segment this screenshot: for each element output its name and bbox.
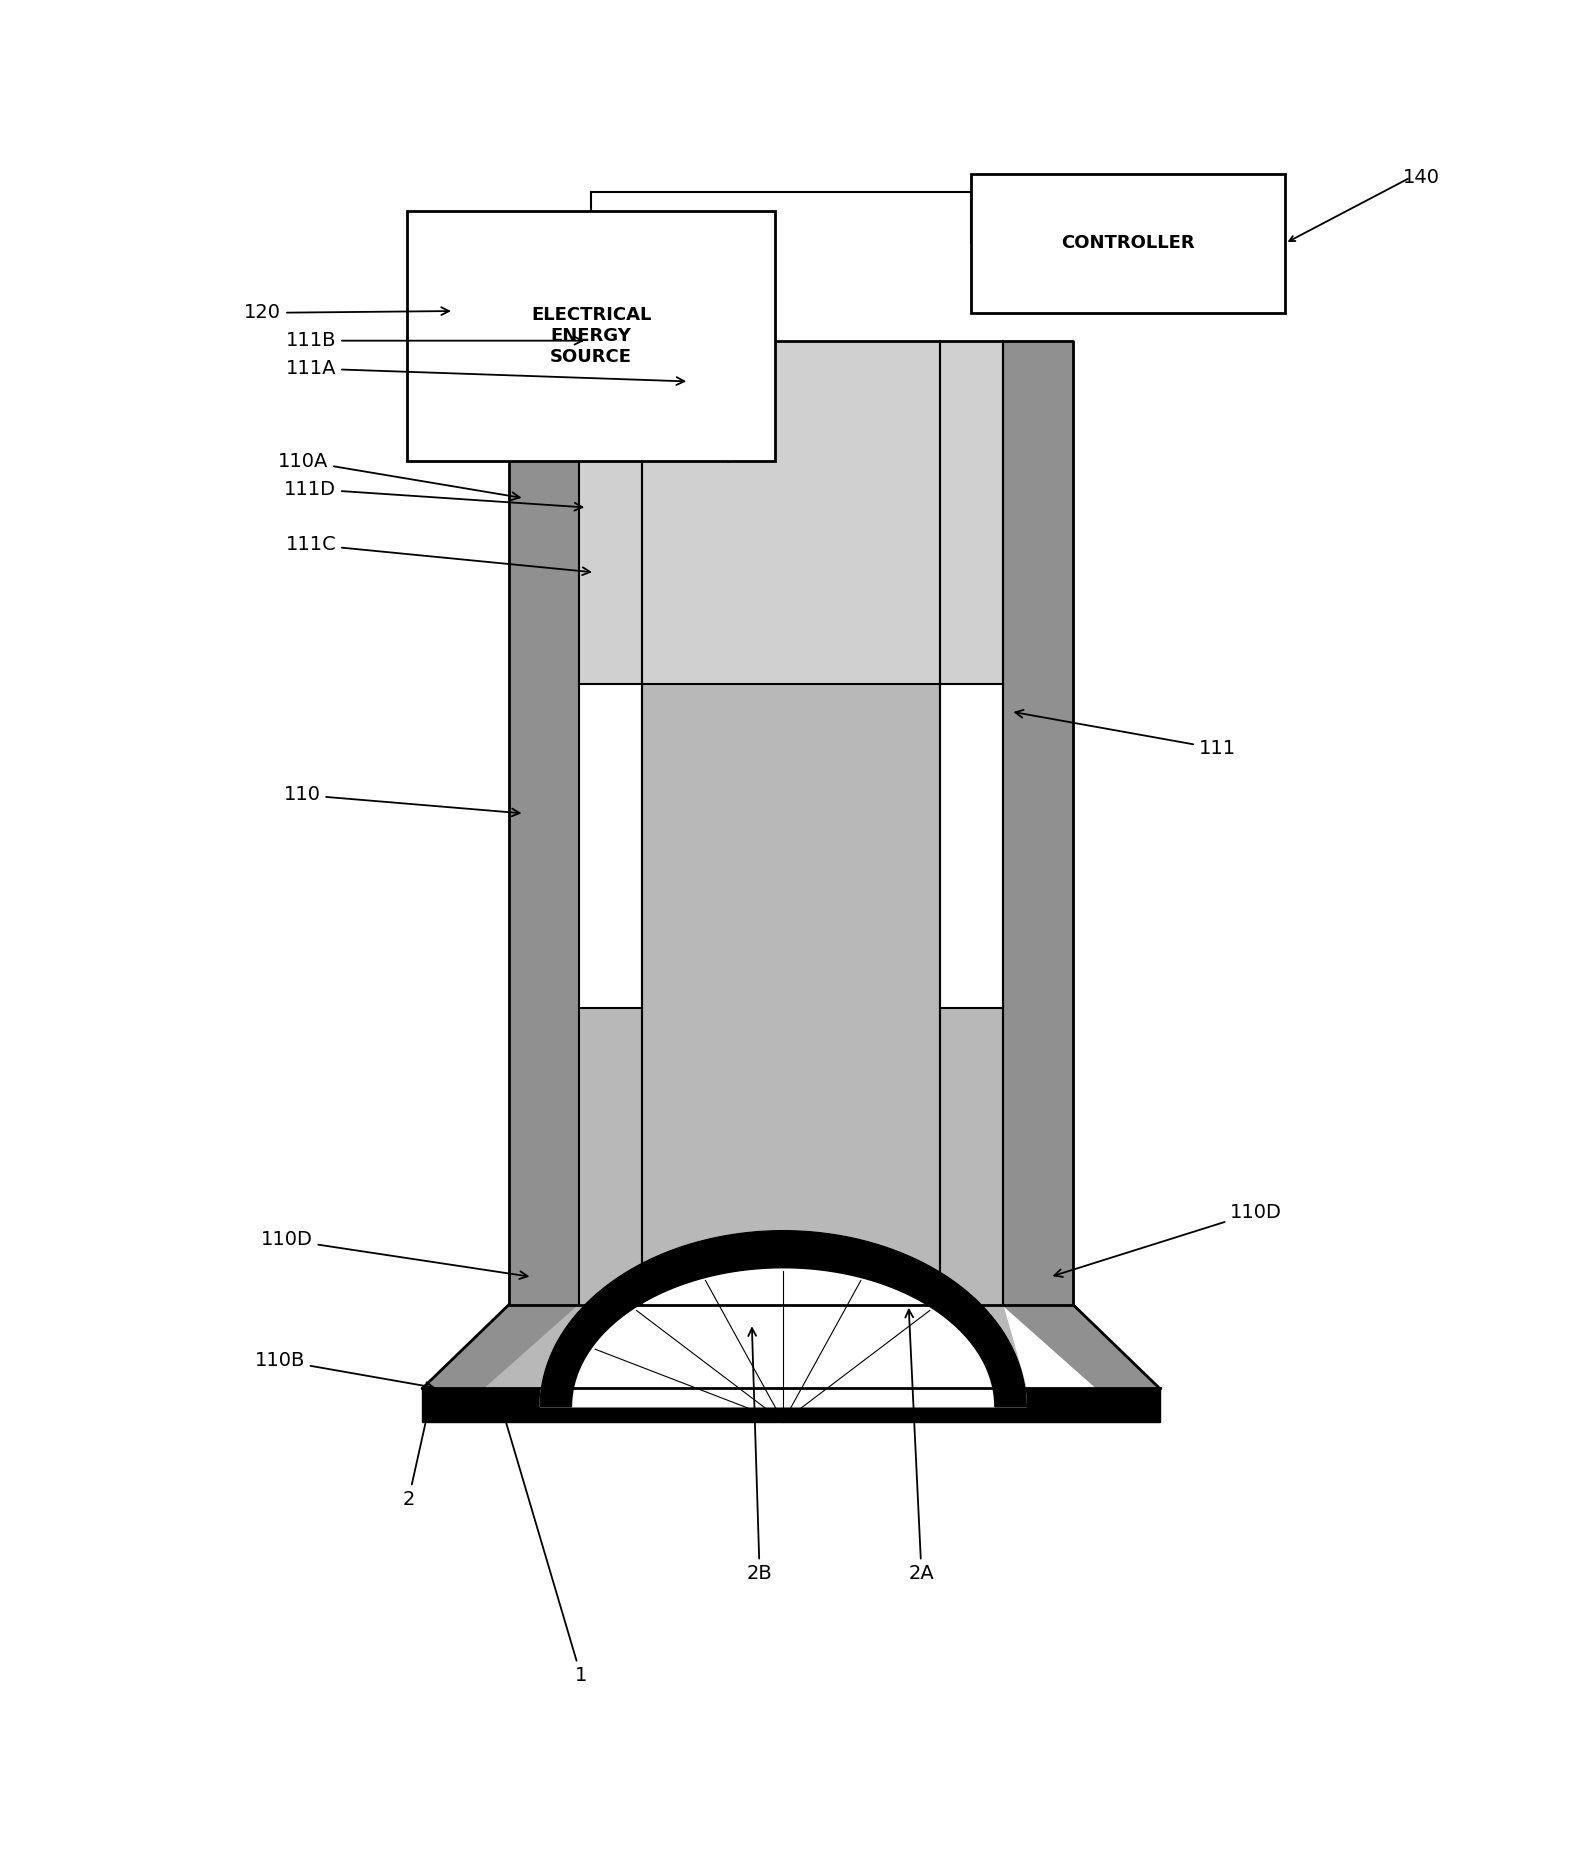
Polygon shape: [486, 1306, 642, 1388]
Text: 110D: 110D: [261, 1231, 527, 1280]
Polygon shape: [579, 340, 642, 684]
Text: 111D: 111D: [285, 480, 582, 510]
Text: 111: 111: [1016, 710, 1236, 758]
Polygon shape: [940, 684, 1003, 1009]
Polygon shape: [422, 1306, 579, 1388]
Text: 110: 110: [283, 785, 519, 816]
Polygon shape: [579, 684, 642, 1009]
Text: 2A: 2A: [905, 1309, 935, 1584]
Text: 110A: 110A: [278, 452, 520, 501]
Polygon shape: [1003, 340, 1073, 1306]
Polygon shape: [579, 1009, 642, 1306]
Text: 120: 120: [244, 303, 449, 323]
Polygon shape: [642, 340, 940, 684]
Polygon shape: [539, 1231, 1027, 1407]
Text: ELECTRICAL
ENERGY
SOURCE: ELECTRICAL ENERGY SOURCE: [532, 306, 652, 366]
Polygon shape: [1003, 1306, 1160, 1388]
Text: 111B: 111B: [286, 331, 582, 349]
Text: CONTROLLER: CONTROLLER: [1062, 234, 1194, 252]
Polygon shape: [642, 684, 940, 1306]
Text: 140: 140: [1403, 168, 1440, 187]
Text: 111A: 111A: [286, 359, 685, 385]
Polygon shape: [509, 340, 579, 1306]
Polygon shape: [539, 1231, 1027, 1407]
Polygon shape: [940, 1009, 1003, 1306]
Text: 110B: 110B: [255, 1351, 433, 1390]
Polygon shape: [634, 1306, 1027, 1388]
Polygon shape: [555, 1306, 948, 1388]
Text: 2: 2: [402, 1407, 432, 1509]
Polygon shape: [422, 1388, 1160, 1422]
Text: 111C: 111C: [285, 534, 590, 575]
Polygon shape: [940, 340, 1003, 684]
Text: 2B: 2B: [747, 1328, 772, 1584]
Text: 110D: 110D: [1054, 1203, 1281, 1278]
FancyBboxPatch shape: [407, 211, 775, 461]
Text: 1: 1: [501, 1410, 587, 1685]
FancyBboxPatch shape: [971, 174, 1285, 312]
